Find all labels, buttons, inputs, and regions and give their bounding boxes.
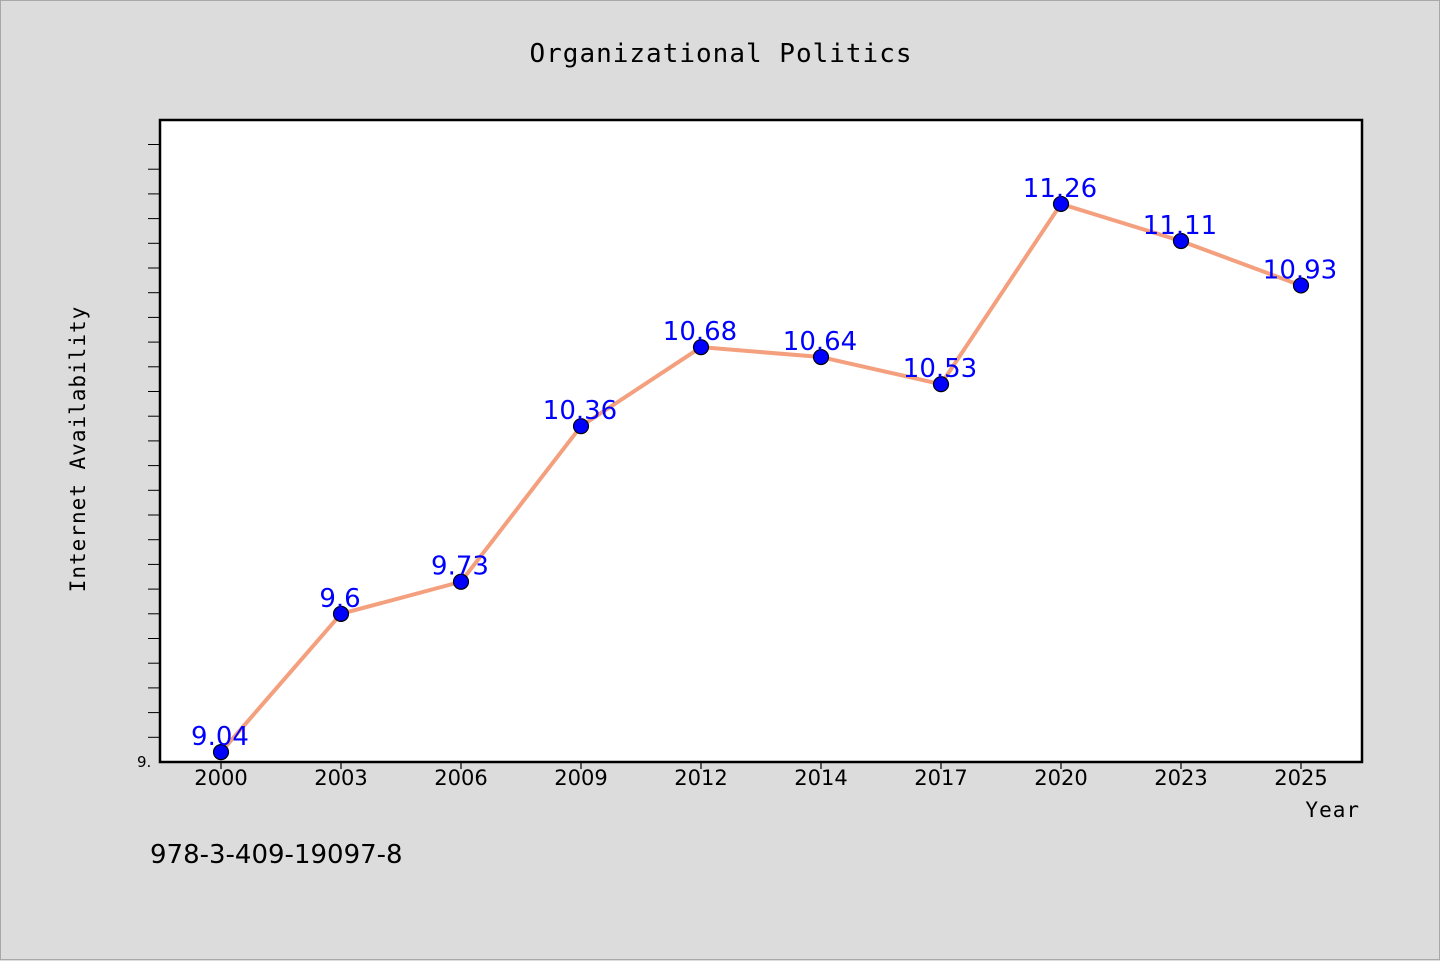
x-tick-label: 2023 — [1154, 766, 1207, 790]
y-axis-label: Internet Availability — [66, 306, 90, 593]
x-tick-label: 2025 — [1274, 766, 1327, 790]
y-axis-ticks — [148, 144, 160, 738]
x-tick-label: 2006 — [434, 766, 487, 790]
data-label: 11.11 — [1143, 211, 1217, 241]
data-point — [1172, 232, 1190, 250]
data-point — [932, 376, 950, 393]
chart-title: Organizational Politics — [529, 39, 912, 69]
data-point — [812, 348, 830, 366]
data-label: 10.68 — [663, 317, 737, 347]
data-point — [452, 573, 470, 590]
plot-frame — [158, 118, 1364, 764]
x-tick-label: 2012 — [674, 766, 727, 790]
x-tick-label: 2000 — [194, 766, 247, 790]
x-tick-label: 2014 — [794, 766, 847, 790]
data-label: 11.26 — [1023, 174, 1097, 204]
data-label: 10.93 — [1263, 255, 1337, 285]
x-axis-label: Year — [1305, 798, 1360, 822]
data-point — [332, 605, 350, 622]
data-point — [572, 418, 590, 435]
data-label: 9.73 — [431, 552, 489, 582]
data-label: 10.53 — [903, 354, 977, 384]
data-label: 9.6 — [319, 584, 360, 614]
x-tick-label: 2020 — [1034, 766, 1087, 790]
plot-area — [160, 120, 1362, 762]
data-point — [212, 744, 230, 761]
x-tick-label: 2003 — [314, 766, 367, 790]
data-point — [1052, 195, 1070, 213]
series-layer: 9.04 9.6 9.73 10.36 10.68 10.64 10.53 11.26 11.1… — [191, 174, 1337, 761]
data-label: 10.36 — [543, 396, 617, 426]
isbn-annotation: 978-3-409-19097-8 — [150, 840, 403, 870]
data-point — [692, 339, 710, 356]
data-label: 9.04 — [191, 722, 249, 752]
x-tick-label: 2017 — [914, 766, 967, 790]
data-label: 10.64 — [783, 327, 857, 357]
series-line — [219, 201, 1303, 755]
x-tick-label: 2009 — [554, 766, 607, 790]
y-tick-label: 9. — [137, 753, 151, 771]
data-point — [1292, 277, 1310, 294]
x-axis-ticks: 2000 2003 2006 2009 2012 2014 2017 2020 2023 2025 — [194, 762, 1328, 790]
